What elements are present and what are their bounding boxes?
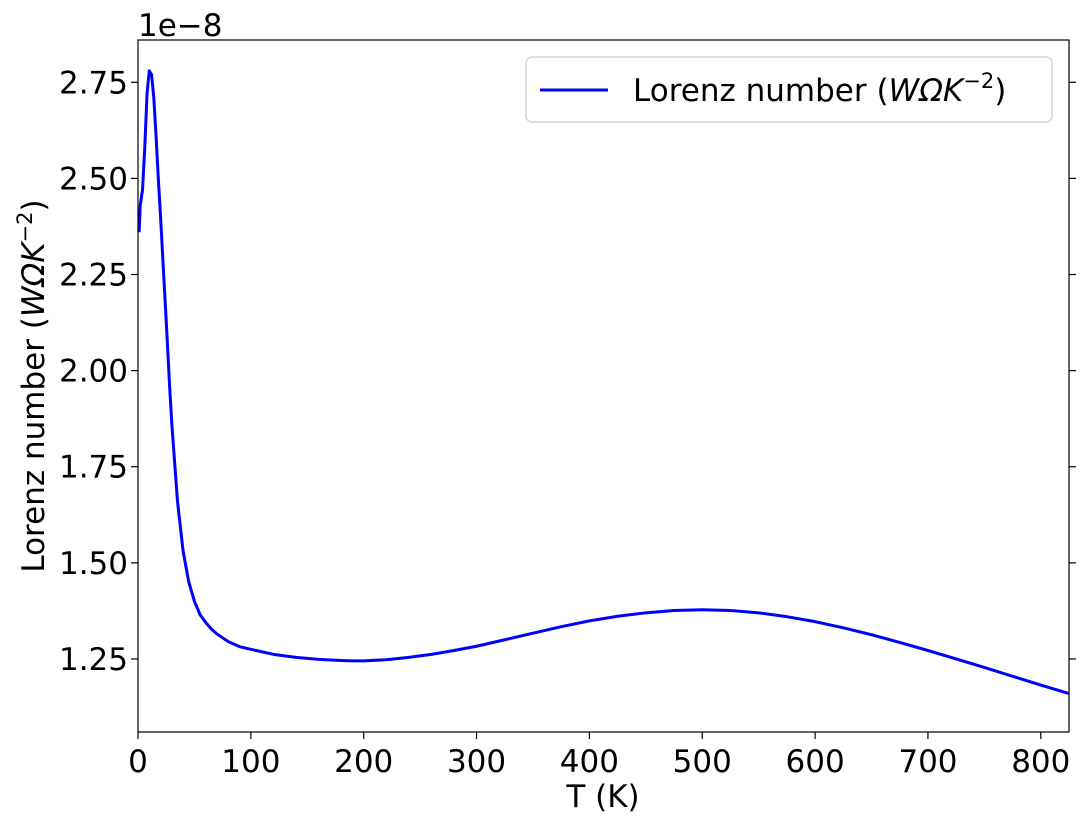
y-tick-label: 1.25 bbox=[59, 642, 128, 678]
y-tick-label: 2.75 bbox=[59, 65, 128, 101]
y-tick-labels: 1.25 1.50 1.75 2.00 2.25 2.50 2.75 bbox=[59, 65, 128, 678]
y-axis-label-main: Lorenz number ( bbox=[16, 317, 52, 573]
x-tick-labels: 0 100 200 300 400 500 600 700 800 bbox=[128, 744, 1070, 780]
x-tick-label: 0 bbox=[128, 744, 148, 780]
axis-ticks bbox=[131, 81, 1076, 739]
x-tick-label: 200 bbox=[334, 744, 393, 780]
legend-label-italic: WΩK bbox=[889, 73, 966, 109]
x-tick-label: 500 bbox=[673, 744, 732, 780]
y-axis-label-end: ) bbox=[16, 199, 52, 211]
x-tick-label: 400 bbox=[560, 744, 619, 780]
legend-box bbox=[525, 56, 1053, 123]
y-offset-text: 1e−8 bbox=[138, 8, 223, 44]
x-tick-label: 800 bbox=[1011, 744, 1070, 780]
y-axis-label-italic: WΩK bbox=[16, 240, 52, 317]
legend-label-sup: −2 bbox=[963, 69, 994, 93]
series-line-lorenz-number bbox=[137, 69, 1070, 695]
y-tick-label: 1.50 bbox=[59, 546, 128, 582]
legend: Lorenz number (WΩK−2) bbox=[525, 56, 1053, 123]
x-tick-label: 600 bbox=[786, 744, 845, 780]
x-tick-label: 700 bbox=[898, 744, 957, 780]
y-tick-label: 1.75 bbox=[59, 450, 128, 486]
x-tick-label: 300 bbox=[447, 744, 506, 780]
legend-label-end: ) bbox=[994, 73, 1006, 109]
x-tick-label: 100 bbox=[221, 744, 280, 780]
y-tick-label: 2.50 bbox=[59, 161, 128, 197]
legend-label-main: Lorenz number ( bbox=[633, 73, 889, 109]
x-axis-label: T (K) bbox=[565, 779, 639, 815]
y-tick-label: 2.00 bbox=[59, 354, 128, 390]
y-axis-label: Lorenz number (WΩK−2) bbox=[13, 199, 52, 572]
plot-area-frame bbox=[137, 39, 1070, 733]
y-tick-label: 2.25 bbox=[59, 258, 128, 294]
y-axis-label-sup: −2 bbox=[13, 211, 37, 242]
legend-label: Lorenz number (WΩK−2) bbox=[633, 69, 1006, 109]
